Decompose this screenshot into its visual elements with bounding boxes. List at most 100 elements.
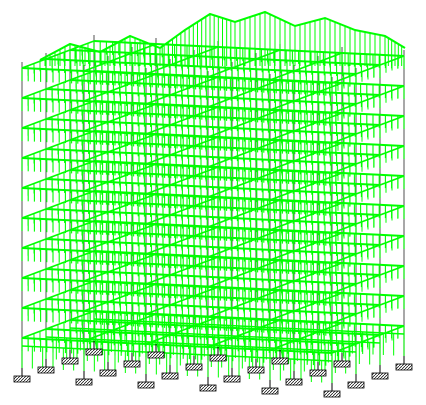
load-line	[145, 103, 209, 108]
fixed-support-icon	[271, 350, 289, 365]
load-line	[83, 190, 147, 195]
load-line	[293, 130, 357, 135]
load-line	[45, 88, 109, 93]
load-line	[69, 327, 381, 344]
load-line	[317, 301, 381, 306]
load-line	[45, 178, 109, 183]
load-line	[231, 127, 295, 132]
load-line	[21, 247, 85, 252]
load-line	[341, 322, 405, 327]
load-line	[207, 76, 271, 81]
load-line	[207, 106, 271, 111]
load-line	[207, 316, 271, 321]
load-line	[107, 241, 171, 246]
load-line	[145, 163, 209, 168]
fixed-support-icon	[137, 374, 155, 389]
load-line	[45, 268, 109, 273]
fixed-support-icon	[147, 344, 165, 359]
fixed-support-icon	[333, 353, 351, 368]
load-line	[83, 130, 147, 135]
fixed-support-icon	[347, 374, 365, 389]
roof-load-diagram	[39, 10, 406, 66]
load-line	[21, 187, 85, 192]
load-line	[83, 70, 147, 75]
load-line	[231, 307, 295, 312]
load-line	[207, 226, 271, 231]
load-line	[45, 118, 109, 123]
fixed-support-icon	[199, 377, 217, 392]
load-line	[207, 286, 271, 291]
distributed-loads	[21, 40, 405, 383]
load-line	[341, 142, 405, 147]
load-line	[83, 160, 147, 165]
load-line	[317, 121, 381, 126]
load-line	[107, 211, 171, 216]
load-line	[293, 100, 357, 105]
load-line	[21, 217, 85, 222]
fixed-support-icon	[285, 371, 303, 386]
fixed-support-icon	[185, 356, 203, 371]
load-line	[83, 280, 147, 285]
load-line	[169, 184, 233, 189]
fixed-support-icon	[161, 365, 179, 380]
fixed-support-icon	[395, 356, 413, 371]
load-line	[169, 214, 233, 219]
load-line	[269, 139, 333, 144]
load-line	[107, 151, 171, 156]
load-line	[231, 277, 295, 282]
load-line	[317, 91, 381, 96]
load-line	[317, 271, 381, 276]
load-line	[293, 160, 357, 165]
load-line	[45, 328, 109, 333]
load-line	[293, 310, 357, 315]
load-line	[207, 196, 271, 201]
load-line	[207, 136, 271, 141]
load-line	[107, 91, 171, 96]
load-line	[21, 337, 85, 342]
load-line	[21, 307, 85, 312]
load-line	[317, 181, 381, 186]
load-line	[269, 169, 333, 174]
load-line	[269, 109, 333, 114]
load-line	[317, 151, 381, 156]
load-line	[169, 154, 233, 159]
load-line	[231, 187, 295, 192]
support-symbols	[13, 341, 413, 398]
fixed-support-icon	[261, 380, 279, 395]
load-line	[107, 181, 171, 186]
load-line	[293, 280, 357, 285]
load-line	[293, 250, 357, 255]
fixed-support-icon	[247, 359, 265, 374]
load-line	[45, 298, 109, 303]
load-line	[317, 241, 381, 246]
fixed-support-icon	[85, 341, 103, 356]
fixed-support-icon	[223, 368, 241, 383]
load-line	[341, 202, 405, 207]
load-line	[45, 148, 109, 153]
load-line	[131, 52, 195, 57]
load-line	[83, 220, 147, 225]
fixed-support-icon	[61, 350, 79, 365]
load-line	[145, 223, 209, 228]
load-line	[145, 313, 209, 318]
fixed-support-icon	[209, 347, 227, 362]
load-line	[21, 67, 85, 72]
load-line	[21, 277, 85, 282]
fixed-support-icon	[323, 383, 341, 398]
load-line	[107, 121, 171, 126]
fixed-support-icon	[37, 359, 55, 374]
load-line	[341, 52, 405, 57]
load-line	[317, 211, 381, 216]
load-line	[169, 334, 233, 339]
load-line	[255, 58, 319, 63]
load-line	[83, 310, 147, 315]
load-line	[107, 331, 171, 336]
load-line	[145, 253, 209, 258]
load-line	[145, 73, 209, 78]
load-line	[83, 250, 147, 255]
load-line	[231, 67, 295, 72]
load-line	[231, 217, 295, 222]
load-line	[169, 124, 233, 129]
